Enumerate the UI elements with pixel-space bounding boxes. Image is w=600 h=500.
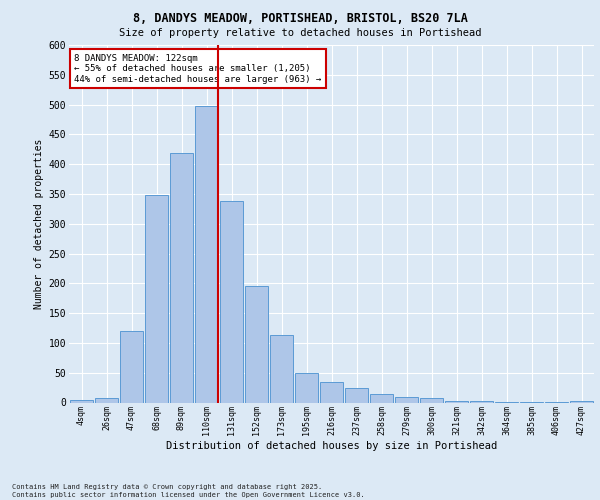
Bar bbox=[395, 396, 418, 402]
Bar bbox=[245, 286, 268, 403]
Bar bbox=[70, 400, 94, 402]
Bar bbox=[119, 331, 143, 402]
Text: Size of property relative to detached houses in Portishead: Size of property relative to detached ho… bbox=[119, 28, 481, 38]
Bar bbox=[170, 154, 193, 402]
X-axis label: Distribution of detached houses by size in Portishead: Distribution of detached houses by size … bbox=[166, 441, 497, 451]
Bar bbox=[95, 398, 118, 402]
Bar bbox=[220, 201, 244, 402]
Bar bbox=[194, 106, 218, 403]
Text: Contains HM Land Registry data © Crown copyright and database right 2025.
Contai: Contains HM Land Registry data © Crown c… bbox=[12, 484, 365, 498]
Bar bbox=[344, 388, 368, 402]
Bar bbox=[370, 394, 394, 402]
Bar bbox=[419, 398, 443, 402]
Text: 8 DANDYS MEADOW: 122sqm
← 55% of detached houses are smaller (1,205)
44% of semi: 8 DANDYS MEADOW: 122sqm ← 55% of detache… bbox=[74, 54, 322, 84]
Bar bbox=[295, 372, 319, 402]
Bar bbox=[445, 400, 469, 402]
Y-axis label: Number of detached properties: Number of detached properties bbox=[34, 138, 44, 309]
Bar bbox=[320, 382, 343, 402]
Bar bbox=[145, 195, 169, 402]
Bar bbox=[269, 335, 293, 402]
Text: 8, DANDYS MEADOW, PORTISHEAD, BRISTOL, BS20 7LA: 8, DANDYS MEADOW, PORTISHEAD, BRISTOL, B… bbox=[133, 12, 467, 26]
